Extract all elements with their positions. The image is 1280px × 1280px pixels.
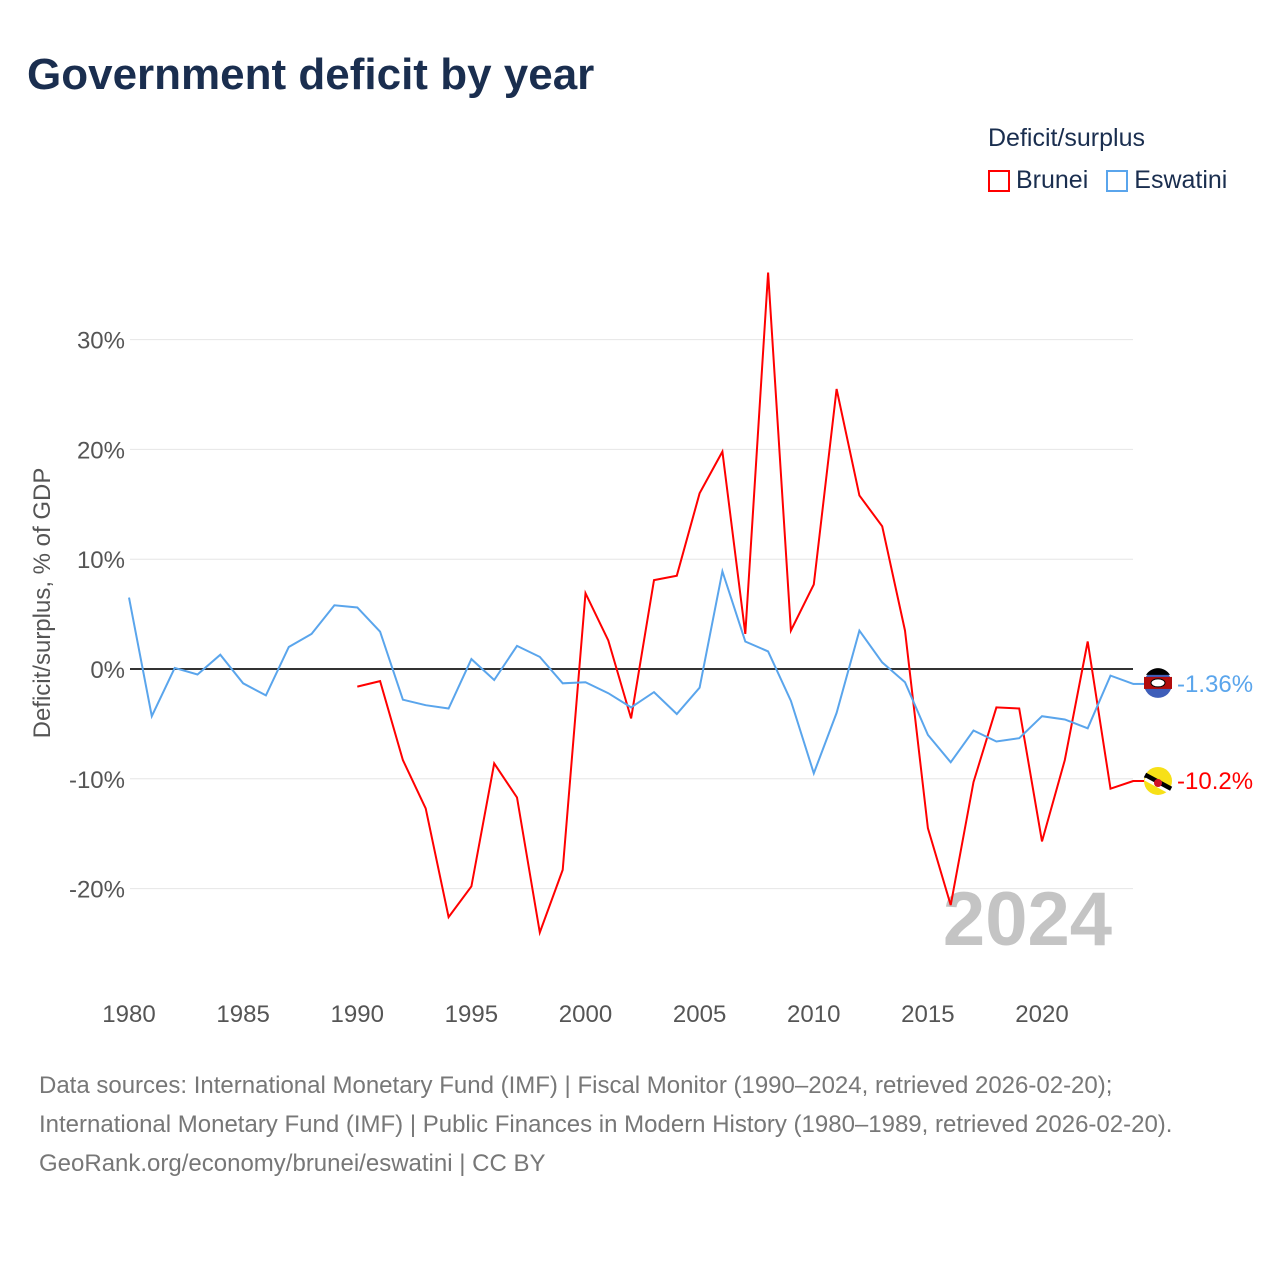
year-watermark: 2024 xyxy=(943,877,1112,962)
legend-swatch-eswatini xyxy=(1106,169,1129,192)
series-line-brunei xyxy=(357,272,1134,937)
y-axis-label: Deficit/surplus, % of GDP xyxy=(29,468,56,739)
x-tick-label: 1980 xyxy=(102,1001,155,1028)
y-tick-label: 30% xyxy=(77,328,125,355)
x-tick-label: 1995 xyxy=(445,1001,498,1028)
flag-emblem xyxy=(1154,778,1162,787)
legend-swatch-brunei xyxy=(988,169,1010,192)
series-line-eswatini xyxy=(128,567,1134,777)
legend: Brunei Eswatini xyxy=(988,166,1227,195)
x-tick-label: 1990 xyxy=(331,1001,384,1028)
legend-title: Deficit/surplus xyxy=(988,124,1145,152)
legend-item-brunei[interactable]: Brunei xyxy=(988,166,1088,195)
x-tick-label: 2000 xyxy=(559,1001,612,1028)
y-tick-label: 0% xyxy=(90,657,125,684)
sources: Data sources: International Monetary Fun… xyxy=(39,1066,1239,1183)
x-tick-label: 1985 xyxy=(216,1001,269,1028)
chart-title: Government deficit by year xyxy=(27,50,595,99)
x-tick-label: 2020 xyxy=(1015,1001,1068,1028)
y-tick-label: 10% xyxy=(77,547,125,574)
legend-item-eswatini[interactable]: Eswatini xyxy=(1106,166,1227,195)
data-sources-text: Data sources: International Monetary Fun… xyxy=(39,1072,1173,1138)
attribution-link[interactable]: GeoRank.org/economy/brunei/eswatini | CC… xyxy=(39,1150,546,1177)
y-tick-label: -10% xyxy=(69,767,125,794)
x-tick-label: 2015 xyxy=(901,1001,954,1028)
legend-label-eswatini: Eswatini xyxy=(1134,166,1228,194)
legend-label-brunei: Brunei xyxy=(1016,166,1089,194)
x-tick-label: 2010 xyxy=(787,1001,840,1028)
flag-icon-brunei xyxy=(1143,766,1173,795)
end-label-brunei: -10.2% xyxy=(1177,768,1253,795)
end-label-eswatini: -1.36% xyxy=(1177,671,1253,698)
y-tick-label: -20% xyxy=(69,877,125,904)
flag-shield xyxy=(1150,678,1166,688)
flag-top xyxy=(1146,668,1170,675)
flag-icon-eswatini xyxy=(1144,668,1172,698)
x-tick-label: 2005 xyxy=(673,1001,726,1028)
y-tick-label: 20% xyxy=(77,437,125,464)
